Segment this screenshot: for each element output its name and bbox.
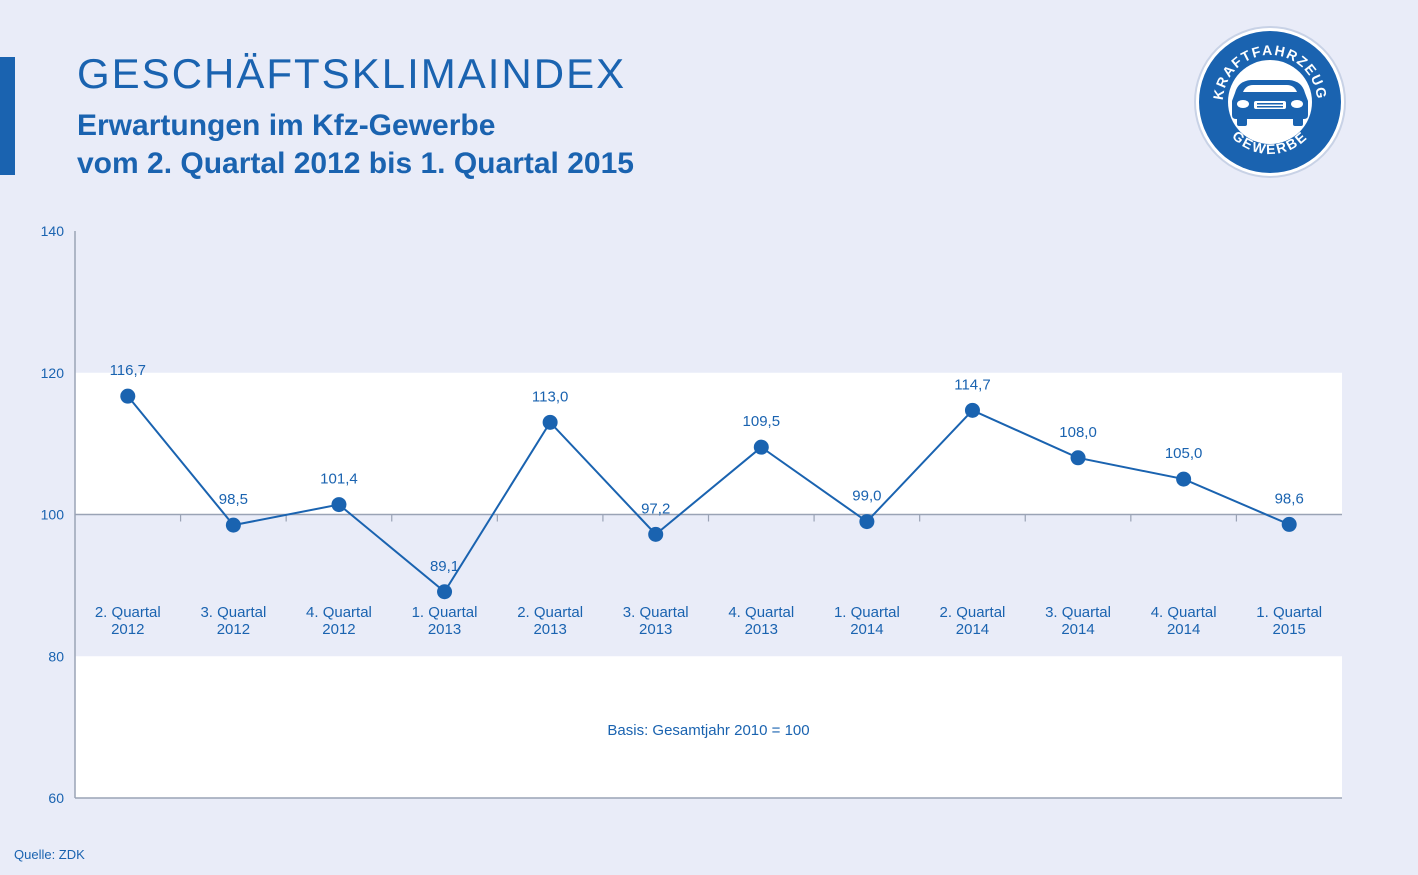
x-tick-label: 2. Quartal 2012	[95, 604, 161, 638]
x-tick-label-line: 2012	[217, 621, 250, 638]
x-tick-label-line: 2012	[322, 621, 355, 638]
band-80-60	[75, 656, 1342, 798]
y-tick-label: 120	[41, 365, 65, 381]
data-label: 114,7	[954, 376, 990, 393]
kraftfahrzeug-gewerbe-logo: KRAFTFAHRZEUG GEWERBE	[1194, 26, 1346, 178]
x-tick-label-line: 2013	[639, 621, 672, 638]
x-tick-label: 3. Quartal 2012	[200, 604, 266, 638]
y-tick-label: 60	[48, 790, 64, 806]
x-tick-label: 3. Quartal 2013	[623, 604, 689, 638]
data-point	[859, 514, 875, 530]
source-note: Quelle: ZDK	[14, 847, 85, 862]
series-line	[127, 395, 1290, 594]
x-tick-label-line: 2. Quartal	[940, 604, 1006, 621]
x-tick-label: 4. Quartal 2014	[1151, 604, 1217, 638]
accent-bar	[0, 57, 15, 175]
data-point	[753, 439, 769, 455]
x-tick-label: 2. Quartal 2014	[940, 604, 1006, 638]
x-tick-label-line: 2014	[1167, 621, 1200, 638]
x-tick-label: 1. Quartal 2014	[834, 604, 900, 638]
data-label: 109,5	[743, 413, 781, 430]
data-point	[331, 497, 347, 513]
data-point	[1176, 471, 1192, 487]
data-label: 99,0	[852, 488, 881, 505]
x-tick-label: 3. Quartal 2014	[1045, 604, 1111, 638]
x-tick-label: 4. Quartal 2012	[306, 604, 372, 638]
x-tick-label-line: 2013	[533, 621, 566, 638]
x-tick-label-line: 2. Quartal	[517, 604, 583, 621]
y-tick-label: 100	[41, 507, 65, 523]
x-tick-label-line: 3. Quartal	[200, 604, 266, 621]
data-point	[437, 584, 453, 600]
y-tick-label: 80	[48, 648, 64, 664]
x-tick-label-line: 2013	[745, 621, 778, 638]
data-label: 113,0	[532, 388, 568, 405]
y-tick-label: 140	[41, 223, 65, 239]
band-120-100	[75, 372, 1342, 515]
x-tick-label-line: 3. Quartal	[623, 604, 689, 621]
x-tick-label-line: 2. Quartal	[95, 604, 161, 621]
x-tick-label-line: 2015	[1273, 621, 1306, 638]
data-label: 89,1	[430, 558, 459, 575]
x-tick-label-line: 1. Quartal	[412, 604, 478, 621]
car-icon	[1232, 80, 1308, 126]
chart-subtitle: Erwartungen im Kfz-Gewerbe vom 2. Quarta…	[77, 107, 634, 183]
x-tick-label: 4. Quartal 2013	[728, 604, 794, 638]
data-label: 98,5	[219, 491, 248, 508]
basis-note: Basis: Gesamtjahr 2010 = 100	[607, 722, 809, 739]
data-label: 108,0	[1059, 424, 1097, 441]
x-tick-label: 2. Quartal 2013	[517, 604, 583, 638]
data-label: 116,7	[110, 362, 146, 379]
x-tick-label-line: 2012	[111, 621, 144, 638]
x-tick-label-line: 2014	[956, 621, 989, 638]
chart-title: GESCHÄFTSKLIMAINDEX	[77, 50, 627, 97]
subtitle-line-2: vom 2. Quartal 2012 bis 1. Quartal 2015	[77, 147, 634, 180]
data-label: 101,4	[320, 471, 358, 488]
x-tick-label-line: 1. Quartal	[1256, 604, 1322, 621]
x-tick-label-line: 2014	[1061, 621, 1094, 638]
x-tick-label-line: 2014	[850, 621, 883, 638]
data-point	[964, 402, 980, 418]
x-tick-label-line: 2013	[428, 621, 461, 638]
x-tick-label-line: 1. Quartal	[834, 604, 900, 621]
data-point	[542, 414, 558, 430]
data-point	[120, 388, 136, 404]
x-tick-label: 1. Quartal 2015	[1256, 604, 1322, 638]
x-tick-label-line: 4. Quartal	[1151, 604, 1217, 621]
data-point	[225, 517, 241, 533]
x-tick-label-line: 3. Quartal	[1045, 604, 1111, 621]
subtitle-line-1: Erwartungen im Kfz-Gewerbe	[77, 109, 496, 142]
x-tick-label: 1. Quartal 2013	[412, 604, 478, 638]
data-point	[648, 526, 664, 542]
data-label: 105,0	[1165, 445, 1203, 462]
x-tick-label-line: 4. Quartal	[728, 604, 794, 621]
data-label: 97,2	[641, 500, 670, 517]
x-tick-label-line: 4. Quartal	[306, 604, 372, 621]
data-label: 98,6	[1275, 490, 1304, 507]
data-point	[1070, 450, 1086, 466]
data-point	[1281, 516, 1297, 532]
